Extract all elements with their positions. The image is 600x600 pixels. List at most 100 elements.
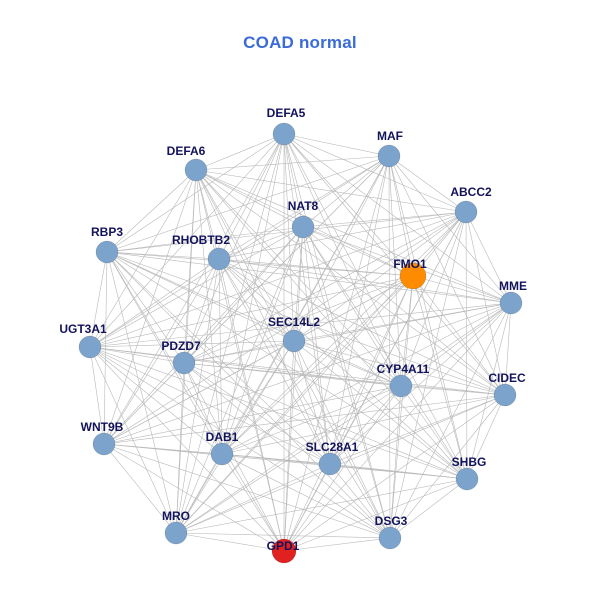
edge [218, 258, 468, 480]
node-label-SHBG: SHBG [452, 455, 487, 469]
edge [183, 362, 506, 396]
edge [218, 155, 390, 260]
edge [283, 275, 414, 552]
node-RHOBTB2 [207, 247, 231, 271]
edge [183, 302, 512, 364]
node-UGT3A1 [78, 335, 102, 359]
edge [329, 463, 468, 480]
edge [283, 385, 402, 552]
edge [329, 155, 390, 465]
edge [183, 362, 331, 465]
edge [106, 251, 506, 396]
edge [183, 133, 285, 364]
node-CYP4A11 [389, 374, 413, 398]
edge [195, 155, 390, 171]
edge [283, 133, 467, 213]
edge [293, 226, 304, 342]
edge [175, 478, 468, 534]
node-MRO [164, 521, 188, 545]
edge [103, 443, 391, 539]
edge [183, 275, 414, 364]
edge [106, 226, 304, 253]
edge [183, 258, 220, 364]
edge [466, 394, 506, 480]
edge [183, 211, 467, 364]
edge [195, 169, 512, 304]
edge [283, 155, 390, 552]
edge [106, 251, 177, 534]
edge [195, 133, 285, 171]
edge [89, 258, 220, 348]
edge [195, 169, 223, 455]
node-DEFA5 [272, 122, 296, 146]
edge [103, 302, 512, 445]
edge [106, 251, 295, 342]
node-label-WNT9B: WNT9B [81, 420, 124, 434]
edge [183, 362, 223, 455]
edge [89, 302, 512, 348]
node-label-DEFA6: DEFA6 [167, 144, 206, 158]
node-label-RBP3: RBP3 [91, 225, 123, 239]
node-DEFA6 [184, 158, 208, 182]
edge [388, 155, 391, 539]
edge [221, 453, 468, 480]
edge [293, 340, 391, 539]
edge [195, 169, 285, 552]
edge [89, 133, 285, 348]
edge [183, 362, 391, 539]
edge [175, 340, 295, 534]
edge [175, 155, 390, 534]
edge [89, 251, 108, 348]
edge [221, 385, 402, 455]
edge [221, 394, 506, 455]
edge [175, 362, 185, 534]
node-label-SLC28A1: SLC28A1 [306, 440, 359, 454]
edge [302, 226, 506, 396]
node-MME [499, 291, 523, 315]
edge [504, 302, 512, 396]
edge [302, 226, 402, 387]
edge [389, 385, 402, 539]
edge [388, 155, 414, 277]
edge [389, 478, 468, 539]
edge [412, 275, 512, 304]
node-PDZD7 [172, 351, 196, 375]
node-WNT9B [92, 432, 116, 456]
edge [195, 169, 220, 260]
edge [293, 211, 467, 342]
edge [412, 275, 468, 480]
edge [221, 211, 467, 455]
edge [89, 346, 185, 364]
edge [195, 169, 304, 228]
node-label-CYP4A11: CYP4A11 [377, 362, 430, 376]
edge [106, 211, 467, 253]
node-label-SEC14L2: SEC14L2 [268, 315, 320, 329]
edge [106, 251, 468, 480]
edge [293, 340, 506, 396]
edge [103, 394, 506, 445]
node-DAB1 [210, 442, 234, 466]
node-RBP3 [95, 240, 119, 264]
edge [283, 478, 468, 552]
edge [89, 346, 331, 465]
edge [175, 302, 512, 534]
edge [106, 251, 512, 304]
edge [283, 133, 390, 157]
edge [400, 302, 512, 387]
edge [389, 275, 414, 539]
edge [221, 302, 512, 455]
edge [89, 211, 467, 348]
edge [89, 340, 295, 348]
edge [400, 385, 468, 480]
edge [183, 340, 295, 364]
edge [283, 463, 331, 552]
edge [221, 133, 285, 455]
edge [89, 346, 506, 396]
edge [293, 340, 402, 387]
node-label-DAB1: DAB1 [206, 430, 239, 444]
edge [283, 133, 468, 480]
edge [175, 169, 197, 534]
edge [89, 346, 285, 552]
